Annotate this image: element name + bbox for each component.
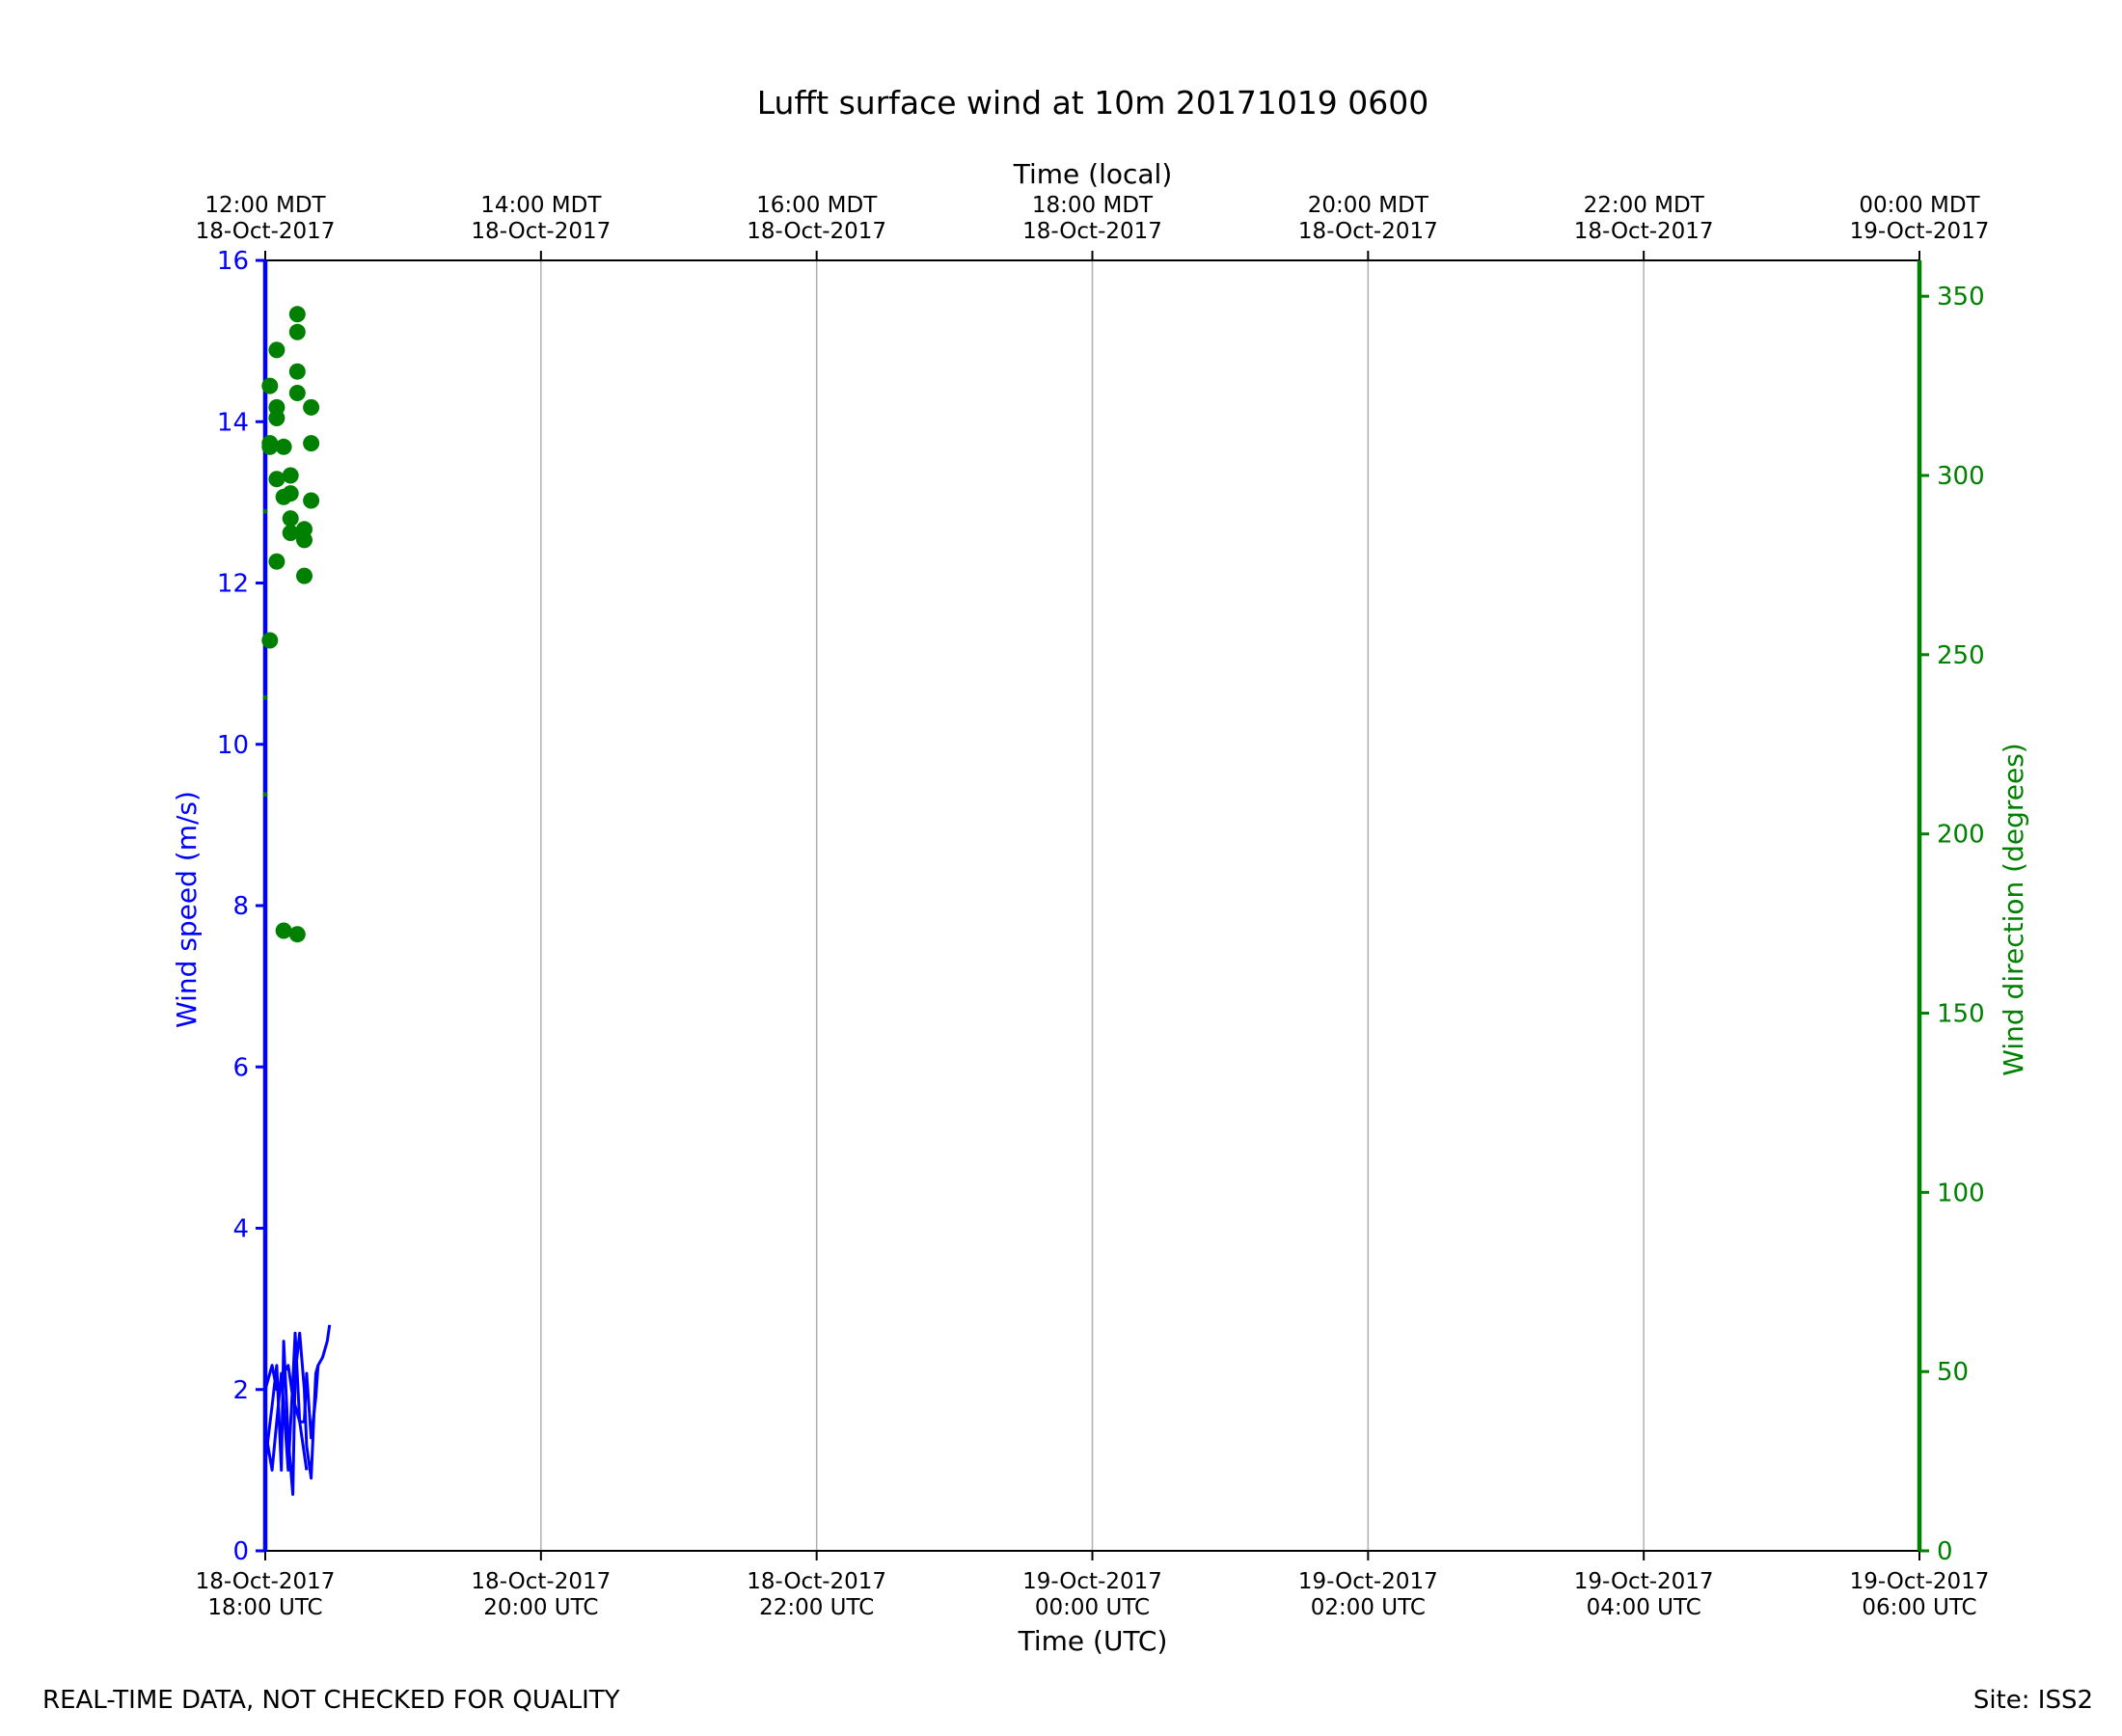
x2-tick-label: 14:00 MDT <box>480 193 602 218</box>
direction-point <box>282 525 299 541</box>
y2-tick-label: 0 <box>1937 1537 1953 1566</box>
y-tick-label: 14 <box>217 408 249 437</box>
direction-point <box>282 485 299 502</box>
chart-title: Lufft surface wind at 10m 20171019 0600 <box>757 84 1429 122</box>
y-axis-label: Wind speed (m/s) <box>171 791 203 1028</box>
y-tick-label: 2 <box>232 1376 249 1405</box>
direction-point <box>262 508 268 514</box>
direction-point <box>268 410 286 426</box>
y-tick-label: 10 <box>217 731 249 760</box>
y2-tick-label: 200 <box>1937 821 1985 850</box>
x2-tick-label: 12:00 MDT <box>204 193 326 218</box>
x2-tick-label: 18-Oct-2017 <box>1022 219 1162 244</box>
x-tick-label: 02:00 UTC <box>1311 1595 1426 1620</box>
x2-tick-label: 00:00 MDT <box>1859 193 1980 218</box>
x2-tick-label: 18-Oct-2017 <box>1298 219 1438 244</box>
x2-axis-label: Time (local) <box>1013 158 1173 190</box>
y2-tick-label: 150 <box>1937 1000 1985 1029</box>
x-tick-label: 18:00 UTC <box>207 1595 322 1620</box>
direction-point <box>288 385 306 401</box>
x2-tick-label: 18-Oct-2017 <box>471 219 611 244</box>
direction-point <box>288 323 306 340</box>
direction-point <box>303 492 320 509</box>
y2-tick-label: 300 <box>1937 462 1985 491</box>
x-tick-label: 18-Oct-2017 <box>196 1569 336 1594</box>
direction-point <box>268 553 286 570</box>
speed-series-line-3 <box>263 1331 309 1472</box>
x2-tick-label: 18-Oct-2017 <box>747 219 886 244</box>
y2-tick-label: 100 <box>1937 1179 1985 1207</box>
x-axis-label: Time (UTC) <box>1018 1625 1168 1657</box>
x2-tick-label: 19-Oct-2017 <box>1850 219 1990 244</box>
x2-tick-label: 22:00 MDT <box>1584 193 1705 218</box>
x-tick-label: 04:00 UTC <box>1587 1595 1701 1620</box>
direction-point <box>261 438 279 455</box>
x-tick-label: 20:00 UTC <box>483 1595 598 1620</box>
x-tick-label: 22:00 UTC <box>759 1595 874 1620</box>
y2-tick-label: 350 <box>1937 283 1985 312</box>
direction-point <box>275 438 292 455</box>
x-tick-label: 18-Oct-2017 <box>747 1569 886 1594</box>
x-tick-label: 19-Oct-2017 <box>1298 1569 1438 1594</box>
direction-point <box>268 471 286 488</box>
direction-point <box>296 531 313 549</box>
y2-tick-label: 50 <box>1937 1358 1969 1387</box>
direction-point <box>261 377 279 394</box>
y-tick-label: 12 <box>217 570 249 599</box>
y2-axis-label: Wind direction (degrees) <box>1998 743 2029 1075</box>
direction-point <box>282 510 299 528</box>
direction-point <box>288 306 306 323</box>
site-label: Site: ISS2 <box>1972 1686 2093 1715</box>
y2-tick-label: 250 <box>1937 641 1985 670</box>
x2-tick-label: 16:00 MDT <box>756 193 878 218</box>
y-tick-label: 4 <box>232 1215 249 1244</box>
direction-point <box>262 792 268 798</box>
direction-point <box>261 632 279 649</box>
direction-point <box>275 922 292 939</box>
y-tick-label: 16 <box>217 247 249 276</box>
x2-tick-label: 18:00 MDT <box>1032 193 1154 218</box>
direction-point <box>296 567 313 584</box>
direction-point <box>303 398 320 416</box>
x2-tick-label: 18-Oct-2017 <box>1574 219 1714 244</box>
direction-point <box>282 467 299 484</box>
x-tick-label: 19-Oct-2017 <box>1574 1569 1714 1594</box>
x-tick-label: 06:00 UTC <box>1862 1595 1976 1620</box>
direction-point <box>303 435 320 452</box>
x-tick-label: 19-Oct-2017 <box>1850 1569 1990 1594</box>
x-tick-label: 00:00 UTC <box>1035 1595 1150 1620</box>
y-tick-label: 0 <box>232 1537 249 1566</box>
x2-tick-label: 20:00 MDT <box>1308 193 1429 218</box>
quality-note: REAL-TIME DATA, NOT CHECKED FOR QUALITY <box>42 1686 620 1715</box>
speed-series-line-1 <box>263 1331 320 1496</box>
x-tick-label: 18-Oct-2017 <box>471 1569 611 1594</box>
direction-point <box>262 694 268 700</box>
direction-point <box>288 363 306 380</box>
direction-point <box>268 341 286 359</box>
y-tick-label: 6 <box>232 1053 249 1082</box>
x2-tick-label: 18-Oct-2017 <box>196 219 336 244</box>
y-tick-label: 8 <box>232 892 249 921</box>
direction-point <box>288 926 306 943</box>
x-tick-label: 19-Oct-2017 <box>1022 1569 1162 1594</box>
